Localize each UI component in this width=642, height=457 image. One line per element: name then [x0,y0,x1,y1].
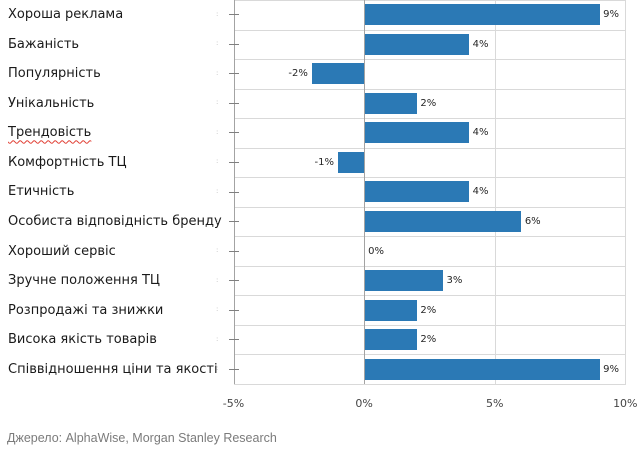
category-label: Популярність [8,66,101,82]
clipped-ticklabel-artifact: : [216,216,219,225]
bar-value-label: 4% [472,38,489,50]
category-label: Розпродажі та знижки [8,302,164,318]
x-axis-tick-label: -5% [222,397,245,410]
data-bar [364,4,600,26]
data-bar [311,63,365,85]
category-label: Унікальність [8,95,95,111]
clipped-ticklabel-artifact: : [216,9,219,18]
x-axis-tick-label: 0% [355,397,373,410]
clipped-ticklabel-artifact: : [216,98,219,107]
clipped-ticklabel-artifact: : [216,334,219,343]
value-axis-line [364,0,365,384]
bar-value-label: -2% [288,68,308,80]
gridline-horizontal [233,0,627,1]
bar-value-label: 3% [446,275,463,287]
category-axis-tick [228,102,239,104]
clipped-ticklabel-artifact: : [216,39,219,48]
category-axis-tick [228,132,239,134]
clipped-ticklabel-artifact: : [216,187,219,195]
data-bar [364,181,470,203]
gridline-horizontal [233,354,627,356]
category-label: Комфортність ТЦ [8,154,127,170]
bar-value-label: 6% [524,216,541,228]
category-label: Зручне положення ТЦ [8,273,161,289]
gridline-horizontal [233,118,627,120]
gridline-horizontal [233,177,627,179]
gridline-horizontal [233,384,627,385]
clipped-ticklabel-artifact: : [216,364,219,373]
category-axis-tick [228,73,239,75]
category-label: Бажаність [8,36,80,52]
gridline-vertical [625,0,626,384]
category-axis-tick [228,250,239,252]
data-bar [364,92,417,114]
clipped-ticklabel-artifact: : [216,275,219,284]
clipped-ticklabel-artifact: : [216,246,219,255]
data-bar [364,33,470,55]
category-axis-tick [228,368,239,370]
bar-value-label: 9% [603,9,620,21]
bar-value-label: 0% [368,245,384,257]
clipped-ticklabel-artifact: : [216,127,219,136]
category-label: Етичність [8,184,75,200]
category-label: Хороший сервіс [8,243,116,259]
category-label: Висока якість товарів [8,332,157,348]
data-bar [364,299,417,321]
gridline-horizontal [233,295,627,297]
category-axis-tick [228,191,239,193]
category-axis-tick [228,280,239,282]
category-axis-tick [228,221,239,223]
gridline-horizontal [233,265,627,267]
category-label: Співвідношення ціни та якості [8,361,218,377]
data-bar [364,122,470,144]
category-axis-tick [228,14,239,16]
gridline-vertical [495,0,496,384]
data-bar [364,270,443,292]
category-label: Особиста відповідність бренду [8,214,222,230]
x-axis-tick-label: 10% [613,397,638,410]
gridline-horizontal [233,236,627,238]
gridline-horizontal [233,147,627,149]
bar-value-label: 9% [603,363,620,375]
category-axis-tick [228,309,239,311]
clipped-ticklabel-artifact: : [216,157,219,166]
gridline-horizontal [233,59,627,61]
bar-value-label: 2% [420,334,437,346]
category-axis-tick [228,161,239,163]
data-bar [364,358,600,380]
category-axis-tick [228,43,239,45]
bar-value-label: 4% [472,127,489,139]
clipped-ticklabel-artifact: : [216,68,219,77]
clipped-ticklabel-artifact: : [216,305,219,314]
data-bar [337,151,365,173]
category-axis-tick [228,339,239,341]
bar-value-label: 4% [472,186,489,198]
bar-value-label: -1% [314,156,334,168]
category-label: Хороша реклама [8,7,124,23]
source-note: Джерело: AlphaWise, Morgan Stanley Resea… [7,431,277,445]
bar-value-label: 2% [420,97,437,109]
gridline-horizontal [233,29,627,31]
data-bar [364,329,417,351]
category-label: Трендовість [8,125,92,141]
bar-value-label: 2% [420,304,437,316]
gridline-horizontal [233,88,627,90]
gridline-horizontal [233,324,627,326]
gridline-horizontal [233,206,627,208]
data-bar [364,210,522,232]
x-axis-tick-label: 5% [485,397,504,410]
